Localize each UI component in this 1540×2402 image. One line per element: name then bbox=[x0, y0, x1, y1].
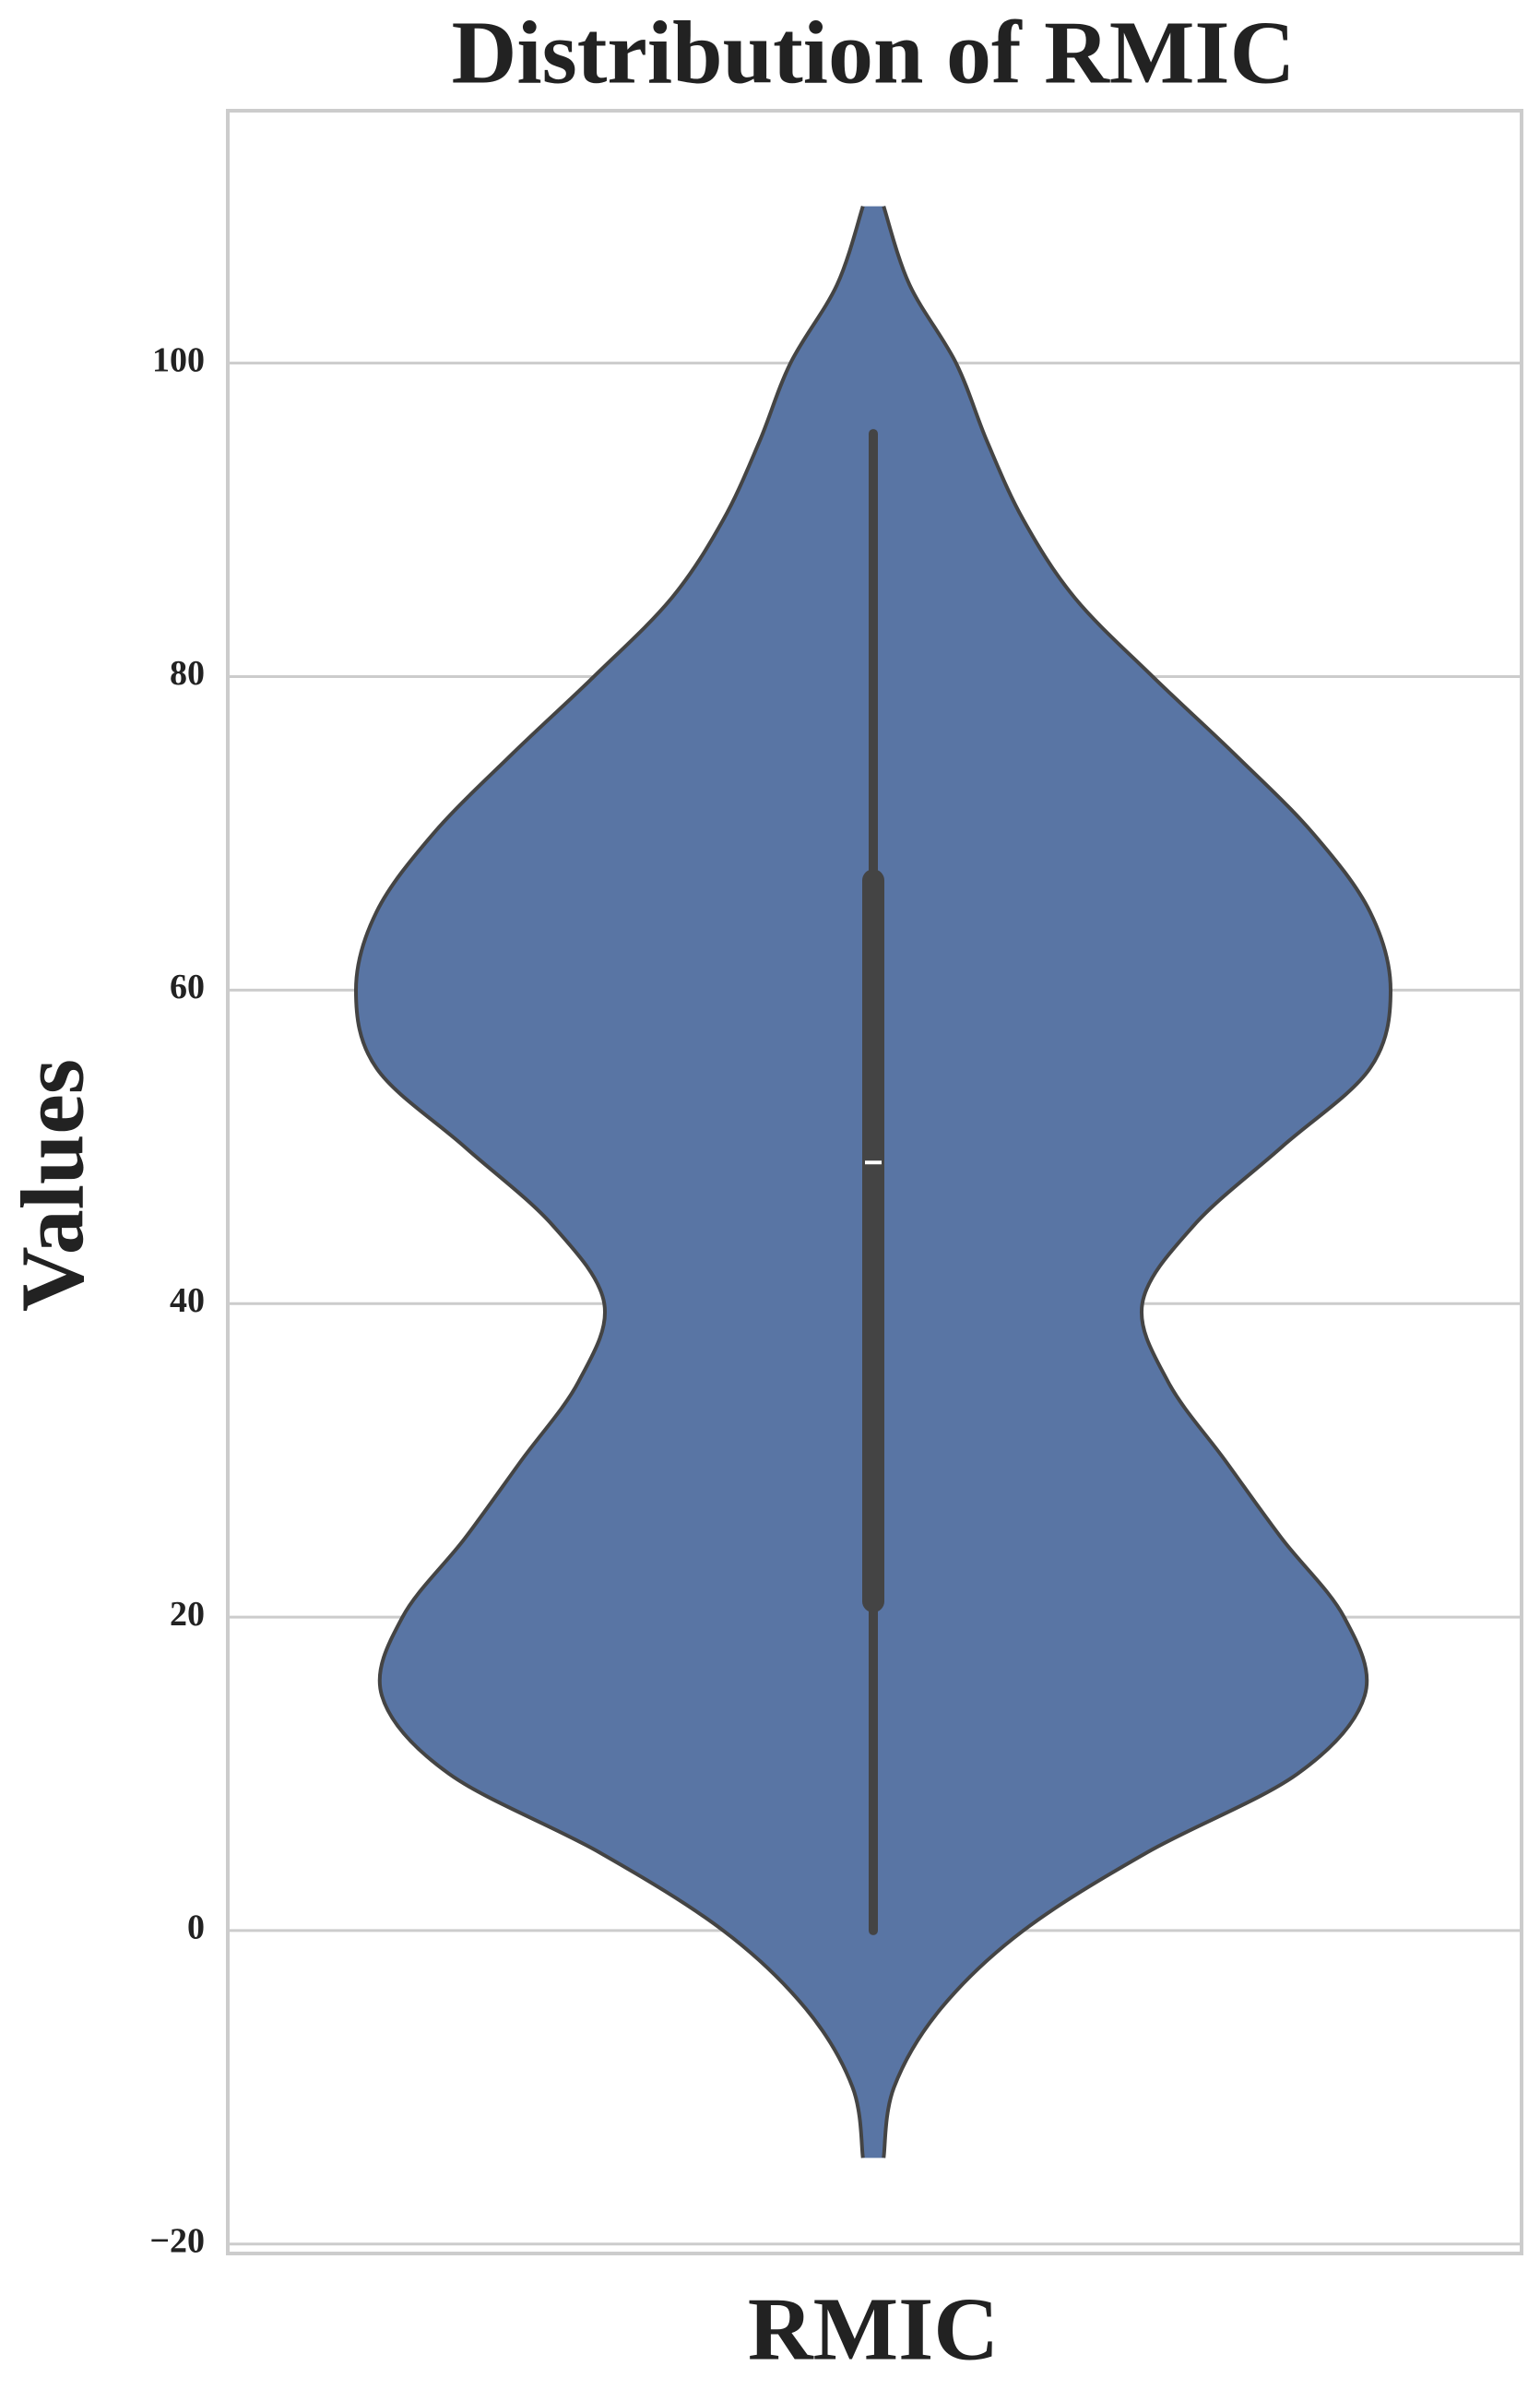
y-tick-label: −20 bbox=[149, 2222, 205, 2261]
y-tick-label: 20 bbox=[170, 1595, 205, 1634]
violin-outline bbox=[882, 206, 1393, 2158]
y-tick-label: 80 bbox=[170, 654, 205, 693]
y-tick-label: 40 bbox=[170, 1281, 205, 1320]
y-tick-label: 100 bbox=[152, 340, 205, 379]
violin-body bbox=[873, 206, 1391, 2158]
violin-body bbox=[356, 206, 873, 2158]
plot-frame bbox=[226, 109, 1523, 2255]
y-axis-label: Values bbox=[3, 1059, 102, 1312]
y-tick-label: 0 bbox=[187, 1909, 205, 1947]
y-tick-label: 60 bbox=[170, 968, 205, 1006]
x-axis-label: RMIC bbox=[748, 2279, 999, 2379]
chart-title: Distribution of RMIC bbox=[452, 3, 1296, 102]
violin-outline bbox=[353, 206, 865, 2158]
